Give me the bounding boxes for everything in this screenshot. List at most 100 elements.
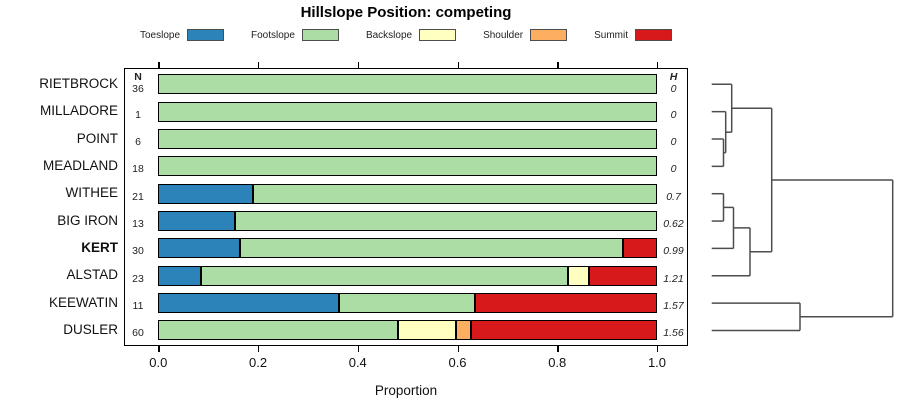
legend-item-shoulder: Shoulder <box>483 29 568 41</box>
h-value: 0.7 <box>666 190 681 203</box>
legend-item-footslope: Footslope <box>251 29 339 41</box>
legend-item-summit: Summit <box>594 29 673 41</box>
row-label-keewatin: KEEWATIN <box>48 294 118 310</box>
bar-meadland <box>158 156 657 177</box>
bar-segment-footslope <box>158 156 657 177</box>
row-label-withee: WITHEE <box>65 185 119 201</box>
h-value: 0 <box>670 136 677 148</box>
legend-swatch-footslope <box>301 29 339 41</box>
n-value: 18 <box>132 163 144 176</box>
bar-segment-footslope <box>201 265 569 286</box>
bar-segment-footslope <box>158 129 657 149</box>
bottom-tick <box>657 346 659 352</box>
h-value: 1.21 <box>663 272 684 285</box>
bottom-tick <box>158 346 160 352</box>
legend-label: Shoulder <box>483 29 524 41</box>
bar-segment-summit <box>589 265 657 286</box>
h-value: 0.99 <box>663 245 684 258</box>
row-label-rietbrock: RIETBROCK <box>39 75 118 91</box>
bar-segment-summit <box>474 293 657 314</box>
h-value: 1.57 <box>663 300 684 313</box>
chart-title: Hillslope Position: competing <box>300 4 512 21</box>
bar-point <box>158 129 657 149</box>
bar-alstad <box>158 265 657 286</box>
n-column-header: N <box>134 71 142 84</box>
bottom-tick <box>357 346 360 352</box>
legend-swatch-backslope <box>419 29 457 41</box>
top-tick <box>457 62 459 68</box>
top-tick <box>657 62 659 68</box>
legend-label: Summit <box>594 29 629 41</box>
x-axis-title: Proportion <box>374 383 438 398</box>
h-value: 0 <box>670 163 677 176</box>
bar-kert <box>158 238 657 259</box>
x-tick-label: 0.8 <box>548 355 567 370</box>
x-tick-label: 0.2 <box>248 355 268 370</box>
row-label-kert: KERT <box>81 239 118 255</box>
legend-swatch-summit <box>635 29 673 41</box>
n-value: 36 <box>132 83 144 96</box>
x-tick-label: 0.6 <box>448 355 467 370</box>
bar-big-iron <box>158 211 657 232</box>
legend-item-toeslope: Toeslope <box>139 29 225 41</box>
bar-dusler <box>158 320 657 341</box>
legend: Toeslope Footslope Backslope Shoulder Summit <box>104 26 708 44</box>
top-tick <box>357 62 360 68</box>
bar-segment-footslope <box>338 293 475 314</box>
bar-segment-toeslope <box>158 293 339 314</box>
n-value: 60 <box>132 327 144 340</box>
h-column-header: H <box>669 71 678 84</box>
bar-segment-footslope <box>253 183 657 204</box>
row-label-meadland: MEADLAND <box>42 157 118 173</box>
legend-swatch-shoulder <box>530 29 568 41</box>
bar-segment-footslope <box>158 320 399 341</box>
x-tick-label: 1.0 <box>647 355 667 370</box>
legend-item-backslope: Backslope <box>365 29 457 41</box>
bar-segment-footslope <box>158 101 657 122</box>
n-value: 21 <box>132 190 144 203</box>
x-tick-label: 0.4 <box>348 355 367 370</box>
bar-segment-shoulder <box>456 320 472 341</box>
n-value: 30 <box>132 245 144 258</box>
bottom-tick <box>258 346 260 352</box>
h-value: 0 <box>670 108 677 121</box>
n-value: 1 <box>135 108 141 121</box>
top-tick <box>258 62 260 68</box>
bar-segment-summit <box>471 320 657 341</box>
bar-segment-toeslope <box>158 211 236 232</box>
row-label-dusler: DUSLER <box>63 321 118 337</box>
x-tick-label: 0.0 <box>149 355 168 370</box>
bar-milladore <box>158 101 657 122</box>
bar-segment-toeslope <box>158 238 240 259</box>
bar-segment-toeslope <box>158 183 254 204</box>
bar-withee <box>158 183 657 204</box>
bar-keewatin <box>158 293 657 314</box>
n-value: 13 <box>132 218 144 231</box>
row-label-point: POINT <box>76 130 118 146</box>
bar-segment-backslope <box>568 265 590 286</box>
legend-label: Toeslope <box>139 29 181 41</box>
bar-segment-footslope <box>235 211 657 232</box>
row-label-alstad: ALSTAD <box>66 267 118 283</box>
bottom-tick <box>557 346 559 352</box>
bottom-tick <box>457 346 459 352</box>
h-value: 1.56 <box>663 327 684 340</box>
n-value: 23 <box>132 272 144 285</box>
bar-segment-footslope <box>239 238 623 259</box>
bar-rietbrock <box>158 74 657 95</box>
row-label-big-iron: BIG IRON <box>57 212 118 228</box>
h-value: 0 <box>670 83 677 96</box>
n-value: 11 <box>132 300 144 313</box>
legend-label: Backslope <box>365 29 413 41</box>
top-tick <box>158 62 160 68</box>
row-label-milladore: MILLADORE <box>39 103 118 119</box>
bar-segment-backslope <box>398 320 456 341</box>
legend-label: Footslope <box>251 29 295 41</box>
bar-segment-summit <box>622 238 657 259</box>
top-tick <box>557 62 559 68</box>
bar-segment-footslope <box>158 74 657 95</box>
h-value: 0.62 <box>663 218 684 231</box>
bar-segment-toeslope <box>158 265 202 286</box>
legend-swatch-toeslope <box>187 29 225 41</box>
